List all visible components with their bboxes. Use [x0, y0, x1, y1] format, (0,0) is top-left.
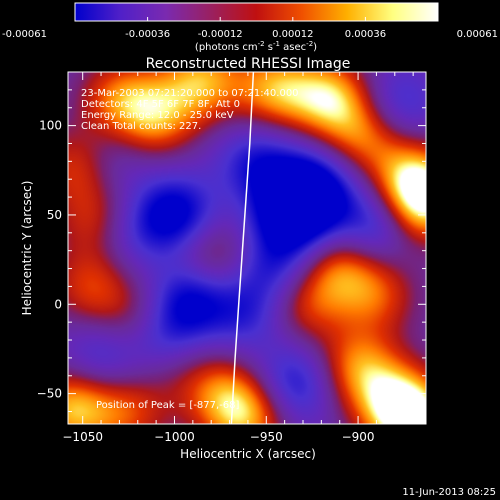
- colorbar-tick-labels: -0.00061 -0.00036 -0.00012 0.00012 0.00036 0.…: [2, 29, 498, 40]
- colorbar-units-label: (photons cm-2 s-1 asec-2): [195, 40, 317, 53]
- x-tick-label: −1000: [154, 430, 195, 444]
- heatmap-image: [68, 72, 426, 424]
- y-tick-label: 0: [54, 297, 62, 311]
- footer-date: 11-Jun-2013 08:25: [402, 487, 496, 498]
- annotation-counts: Clean Total counts: 227.: [81, 121, 201, 132]
- colorbar-tick-label: -0.00061: [2, 29, 47, 40]
- colorbar-tick-label: -0.00012: [198, 29, 243, 40]
- colorbar-tick-label: 0.00061: [457, 29, 498, 40]
- y-axis-label: Heliocentric Y (arcsec): [20, 181, 34, 316]
- x-tick-label: −950: [250, 430, 283, 444]
- x-axis-label: Heliocentric X (arcsec): [180, 447, 316, 461]
- x-tick-label: −1050: [62, 430, 103, 444]
- colorbar: [74, 2, 439, 22]
- plot-frame: [67, 71, 427, 425]
- y-ticks: −50 0 50 100: [37, 71, 426, 412]
- chart-title: Reconstructed RHESSI Image: [146, 56, 351, 72]
- y-tick-label: −50: [37, 387, 62, 401]
- colorbar-tick-label: 0.00012: [272, 29, 313, 40]
- colorbar-tick-label: -0.00036: [125, 29, 170, 40]
- annotation-energy: Energy Range: 12.0 - 25.0 keV: [81, 110, 234, 121]
- annotation-block: 23-Mar-2003 07:21:20.000 to 07:21:40.000…: [81, 88, 299, 132]
- annotation-time: 23-Mar-2003 07:21:20.000 to 07:21:40.000: [81, 88, 299, 99]
- y-tick-label: 100: [39, 119, 62, 133]
- x-tick-label: −900: [342, 430, 375, 444]
- x-ticks: −1050 −1000 −950 −900: [62, 72, 414, 444]
- colorbar-ticks: [74, 17, 439, 21]
- colorbar-tick-label: 0.00036: [345, 29, 386, 40]
- solar-limb-line: [230, 72, 255, 424]
- peak-position-label: Position of Peak = [-877,-68]: [96, 400, 240, 411]
- annotation-detectors: Detectors: 4F 5F 6F 7F 8F, Att 0: [81, 99, 240, 110]
- y-tick-label: 50: [47, 208, 62, 222]
